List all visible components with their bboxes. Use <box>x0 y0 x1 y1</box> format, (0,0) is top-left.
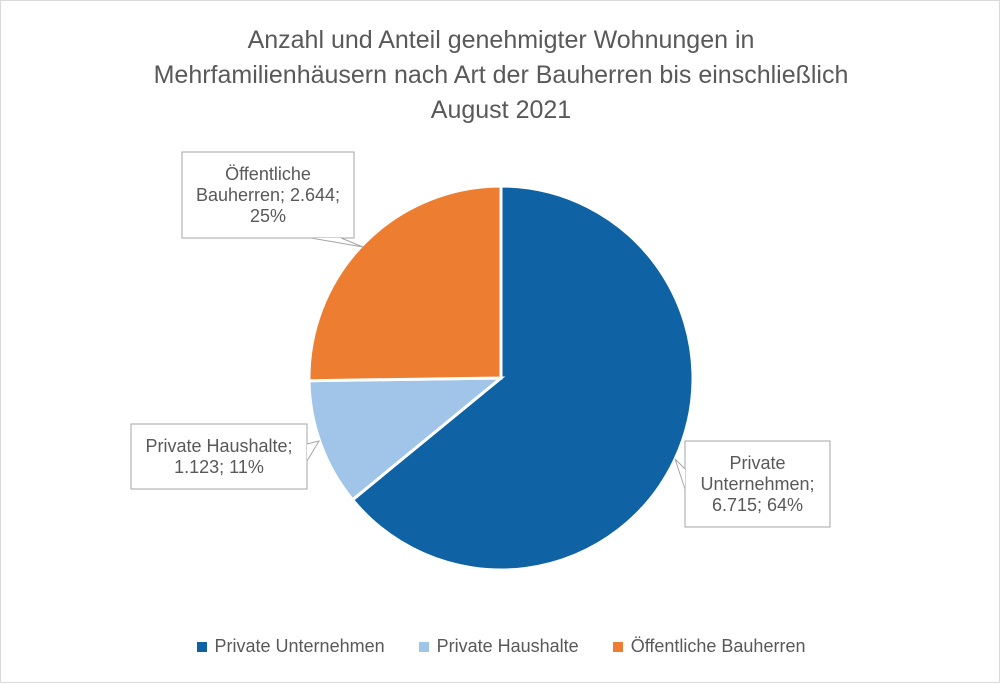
data-label-private-haushalte-line-2: 1.123; 11% <box>174 457 264 477</box>
legend-label-oeffentliche-bauherren: Öffentliche Bauherren <box>630 636 806 656</box>
chart-title-line-1: Anzahl und Anteil genehmigter Wohnungen … <box>247 26 755 54</box>
data-label-private-unternehmen-line-1: Private <box>729 453 785 473</box>
legend-item-oeffentliche-bauherren: Öffentliche Bauherren <box>612 636 806 657</box>
legend-item-private-haushalte: Private Haushalte <box>418 636 579 657</box>
legend-swatch-oeffentliche-bauherren <box>612 641 623 652</box>
legend-swatch-private-haushalte <box>418 641 429 652</box>
legend-swatch-private-unternehmen <box>196 641 207 652</box>
data-label-box-private-unternehmen <box>684 440 831 528</box>
pie-slice-oeffentliche-bauherren <box>307 184 503 383</box>
legend-label-private-unternehmen: Private Unternehmen <box>214 636 385 656</box>
data-label-oeffentliche-bauherren-line-2: Bauherren; 2.644; <box>196 185 340 205</box>
pie-slice-private-unternehmen <box>350 184 695 572</box>
data-label-pointer-private-unternehmen <box>674 458 686 490</box>
data-label-private-unternehmen-line-2: Unternehmen; <box>700 474 814 494</box>
legend-label-private-haushalte: Private Haushalte <box>436 636 579 656</box>
chart-title-line-3: August 2021 <box>430 96 572 124</box>
data-label-oeffentliche-bauherren-line-3: 25% <box>250 206 286 226</box>
chart-title: Anzahl und Anteil genehmigter Wohnungen … <box>151 23 851 128</box>
pie-slice-private-haushalte <box>307 376 506 502</box>
data-label-pointer-oeffentliche-bauherren <box>310 237 364 248</box>
legend-item-private-unternehmen: Private Unternehmen <box>196 636 385 657</box>
data-label-private-haushalte-line-1: Private Haushalte; <box>145 436 292 456</box>
legend: Private Unternehmen Private Haushalte Öf… <box>1 636 1000 657</box>
data-label-private-unternehmen-line-3: 6.715; 64% <box>712 495 803 515</box>
data-label-oeffentliche-bauherren-line-1: Öffentliche <box>225 164 311 184</box>
data-label-box-private-haushalte <box>130 423 308 490</box>
chart-title-line-2: Mehrfamilienhäusern nach Art der Bauherr… <box>153 61 849 89</box>
data-label-pointer-private-haushalte <box>306 440 321 462</box>
data-label-box-oeffentliche-bauherren <box>181 151 355 239</box>
